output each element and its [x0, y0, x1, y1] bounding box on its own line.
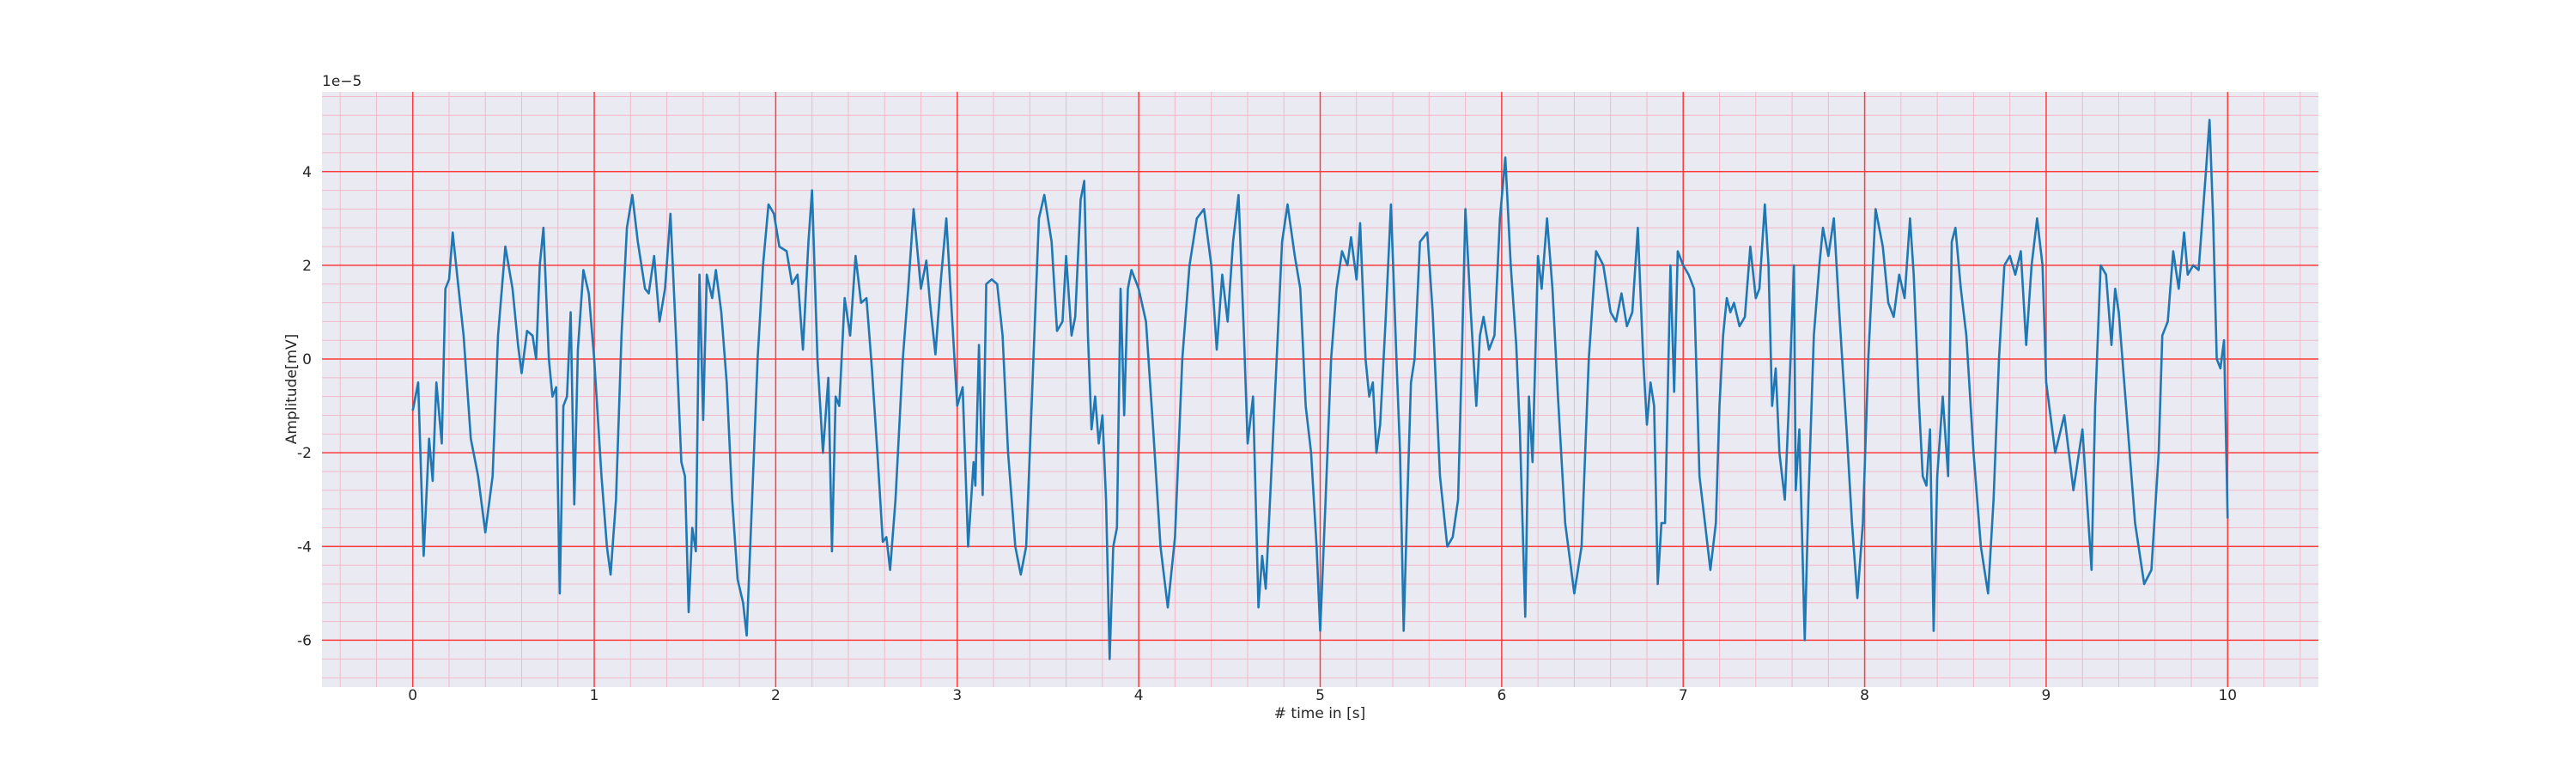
y-offset-label: 1e−5 — [322, 73, 361, 90]
y-tick-label: 2 — [302, 258, 312, 275]
x-tick-label: 3 — [952, 687, 962, 704]
x-tick-label: 10 — [2218, 687, 2237, 704]
x-tick-label: 2 — [771, 687, 781, 704]
signal-line — [411, 119, 2229, 660]
x-axis-label: # time in [s] — [1274, 705, 1365, 722]
x-tick-label: 8 — [1860, 687, 1869, 704]
y-tick-label: 0 — [302, 351, 312, 368]
y-tick-label: -2 — [297, 445, 312, 462]
y-axis-label: Amplitude[mV] — [283, 334, 301, 445]
x-tick-label: 0 — [408, 687, 417, 704]
x-tick-label: 6 — [1497, 687, 1506, 704]
x-tick-label: 4 — [1134, 687, 1144, 704]
y-tick-label: 4 — [302, 164, 312, 181]
x-tick-label: 7 — [1679, 687, 1688, 704]
x-tick-label: 9 — [2042, 687, 2051, 704]
x-tick-label: 1 — [590, 687, 599, 704]
x-tick-label: 5 — [1315, 687, 1325, 704]
y-tick-label: -4 — [297, 539, 312, 556]
y-tick-label: -6 — [297, 632, 312, 649]
